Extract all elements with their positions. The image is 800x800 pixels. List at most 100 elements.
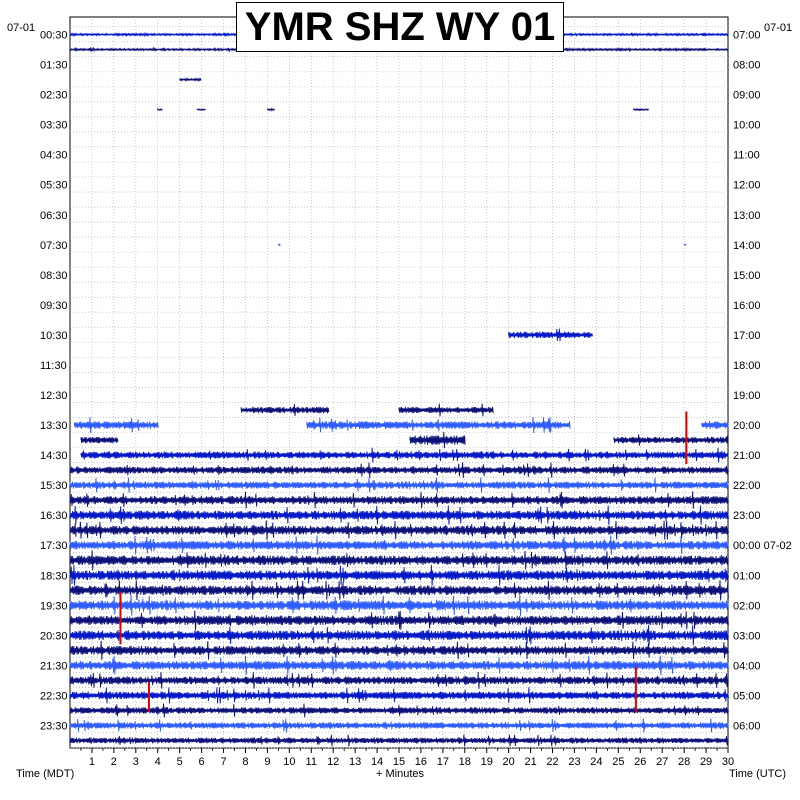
- trace-row: [701, 421, 729, 429]
- trace-row: [683, 243, 687, 246]
- trace-row: [240, 404, 330, 416]
- trace-layer: [69, 31, 729, 747]
- trace-row: [196, 108, 207, 112]
- trace-row: [69, 491, 729, 509]
- x-tick-label: 4: [155, 756, 161, 768]
- right-time-label: 23:00: [733, 510, 761, 522]
- left-time-label: 01:30: [40, 60, 68, 72]
- trace-row: [69, 718, 729, 733]
- x-tick-label: 12: [327, 756, 339, 768]
- trace-row: [80, 436, 119, 444]
- left-time-label: 05:30: [40, 180, 68, 192]
- trace-row: [69, 462, 729, 478]
- trace-row: [613, 434, 729, 446]
- x-tick-label: 17: [437, 756, 449, 768]
- trace-row: [277, 243, 281, 247]
- right-time-label: 11:00: [733, 150, 760, 162]
- trace-row: [633, 107, 650, 112]
- left-time-label: 09:30: [40, 300, 68, 312]
- x-tick-label: 13: [349, 756, 361, 768]
- left-time-label: 18:30: [40, 570, 68, 582]
- trace-row: [69, 687, 729, 704]
- x-axis-label-left: Time (MDT): [16, 768, 75, 780]
- x-axis-label-right: Time (UTC): [729, 768, 787, 780]
- trace-row: [179, 77, 202, 82]
- trace-row: [398, 403, 494, 417]
- trace-row: [69, 671, 729, 689]
- trace-row: [73, 417, 159, 434]
- right-time-label: 03:00: [733, 630, 761, 642]
- right-time-label: 13:00: [733, 210, 761, 222]
- left-time-label: 00:30: [40, 30, 68, 42]
- left-time-label: 14:30: [40, 450, 68, 462]
- trace-row: [508, 328, 593, 342]
- left-time-label: 08:30: [40, 270, 68, 282]
- x-tick-label: 9: [264, 756, 270, 768]
- x-tick-label: 10: [283, 756, 295, 768]
- x-tick-label: 15: [393, 756, 405, 768]
- x-tick-label: 29: [700, 756, 712, 768]
- trace-row: [69, 505, 729, 525]
- x-tick-label: 26: [634, 756, 646, 768]
- left-time-label: 23:30: [40, 720, 68, 732]
- trace-row: [69, 625, 729, 646]
- left-time-label: 19:30: [40, 600, 68, 612]
- left-time-label: 07:30: [40, 240, 68, 252]
- left-time-label: 06:30: [40, 210, 68, 222]
- left-time-label: 20:30: [40, 630, 68, 642]
- left-time-label: 04:30: [40, 150, 68, 162]
- right-time-label: 04:00: [733, 660, 761, 672]
- left-time-label: 16:30: [40, 510, 68, 522]
- left-time-label: 22:30: [40, 690, 68, 702]
- trace-row: [80, 447, 729, 463]
- trace-row: [69, 610, 729, 631]
- trace-row: [266, 107, 275, 112]
- left-time-label: 12:30: [40, 390, 68, 402]
- trace-row: [69, 594, 729, 616]
- trace-row: [157, 107, 163, 111]
- x-tick-label: 22: [546, 756, 558, 768]
- right-time-label: 09:00: [733, 90, 761, 102]
- right-time-label: 18:00: [733, 360, 761, 372]
- trace-row: [69, 535, 729, 555]
- axis-layer: 00:30 01:30 02:30 03:30 04:30 05:30 06:30 07:30…: [40, 30, 792, 768]
- x-tick-label: 7: [220, 756, 226, 768]
- x-tick-label: 30: [722, 756, 734, 768]
- trace-row: [69, 734, 729, 747]
- x-tick-label: 28: [678, 756, 690, 768]
- left-time-label: 15:30: [40, 480, 68, 492]
- chart-title: YMR SHZ WY 01: [236, 2, 564, 52]
- right-time-label: 01:00: [733, 570, 761, 582]
- right-time-label: 06:00: [733, 720, 761, 732]
- x-tick-label: 1: [89, 756, 95, 768]
- right-time-label: 07:00: [733, 30, 761, 42]
- right-time-label: 02:00: [733, 600, 761, 612]
- right-time-label: 21:00: [733, 450, 761, 462]
- right-time-label: 05:00: [733, 690, 761, 702]
- x-tick-label: 27: [656, 756, 668, 768]
- right-time-label: 15:00: [733, 270, 761, 282]
- x-tick-label: 5: [177, 756, 183, 768]
- event-layer: [119, 411, 688, 712]
- trace-row: [69, 655, 729, 676]
- x-tick-label: 24: [590, 756, 602, 768]
- x-tick-label: 11: [306, 756, 317, 768]
- x-tick-label: 20: [503, 756, 515, 768]
- trace-row: [409, 431, 466, 449]
- x-tick-label: 25: [612, 756, 624, 768]
- right-time-label: 14:00: [733, 240, 761, 252]
- x-tick-label: 8: [242, 756, 248, 768]
- trace-row: [69, 640, 729, 661]
- grid-layer: [69, 16, 729, 749]
- date-label-left: 07-01: [7, 22, 36, 34]
- trace-row: [69, 564, 729, 586]
- x-tick-label: 2: [111, 756, 117, 768]
- right-time-label: 19:00: [733, 390, 761, 402]
- left-time-label: 17:30: [40, 540, 68, 552]
- right-time-label: 00:00 07-02: [733, 540, 792, 552]
- left-time-label: 02:30: [40, 90, 68, 102]
- x-tick-label: 16: [415, 756, 427, 768]
- x-tick-label: 6: [199, 756, 205, 768]
- date-label-right: 07-01: [764, 22, 793, 34]
